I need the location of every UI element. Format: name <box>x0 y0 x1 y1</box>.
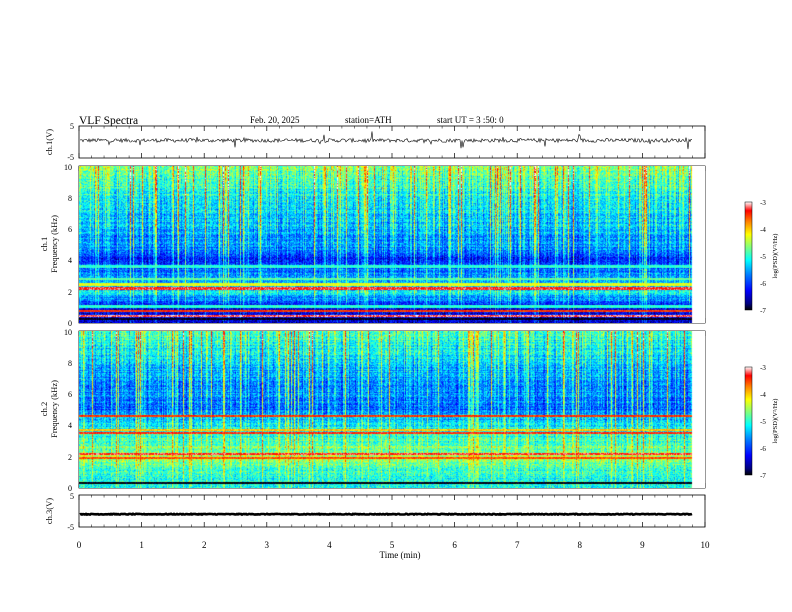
ch2-cbar-tick-m5: -5 <box>760 418 766 426</box>
ch2-colorbar <box>744 366 753 476</box>
ch3-waveform-trace <box>79 512 693 517</box>
x-tick-label: 3 <box>265 540 270 550</box>
ch1-ytick-0: 0 <box>68 319 72 328</box>
ch2-spectrogram-ylabel-channel: ch.2 <box>39 402 49 416</box>
x-tick-label: 2 <box>202 540 207 550</box>
ch1-cbar-tick-m7: -7 <box>760 307 766 315</box>
ch2-ytick-0: 0 <box>68 484 72 493</box>
ch1-ytick-8: 8 <box>68 194 72 203</box>
start-time-label: start UT = 3 :50: 0 <box>437 115 504 125</box>
ch1-waveform-ylabel: ch.1(V) <box>44 129 54 155</box>
ch1-cbar-tick-m4: -4 <box>760 226 766 234</box>
ch1-spectrogram-yticks: 0 2 4 6 8 10 <box>64 163 72 328</box>
ch1-ytick-10: 10 <box>64 163 72 172</box>
ch1-cbar-tick-m3: -3 <box>760 199 766 207</box>
ch3-waveform-panel: 5 -5 ch.3(V) <box>44 492 706 532</box>
station-label: station=ATH <box>345 115 392 125</box>
ch2-spectrogram-image <box>79 331 705 488</box>
x-tick-label: 8 <box>578 540 583 550</box>
ch1-waveform-trace <box>79 131 692 150</box>
ch2-cbar-tick-m3: -3 <box>760 364 766 372</box>
ch2-spectrogram-ylabel-frequency: Frequency (kHz) <box>49 380 59 438</box>
x-tick-label: 1 <box>139 540 144 550</box>
ch3-waveform-ylabel: ch.3(V) <box>44 498 54 524</box>
ch2-ytick-2: 2 <box>68 453 72 462</box>
x-tick-label: 6 <box>452 540 457 550</box>
ch2-cbar-tick-m7: -7 <box>760 472 766 480</box>
x-tick-label: 9 <box>640 540 645 550</box>
x-tick-label: 10 <box>701 540 711 550</box>
ch1-colorbar <box>744 201 753 311</box>
ch3-ytick-bottom: -5 <box>67 523 74 532</box>
ch1-spectrogram-ylabel-channel: ch.1 <box>39 237 49 251</box>
ch1-waveform-panel: 5 -5 ch.1(V) <box>44 122 706 162</box>
ch3-ytick-top: 5 <box>70 492 74 501</box>
ch2-colorbar-label: log(PSD)(V²/Hz) <box>772 399 779 444</box>
x-tick-label: 0 <box>77 540 82 550</box>
ch1-spectrogram-ylabel-frequency: Frequency (kHz) <box>49 215 59 273</box>
ch2-cbar-tick-m4: -4 <box>760 391 766 399</box>
ch2-ytick-6: 6 <box>68 390 72 399</box>
ch1-ytick-bottom: -5 <box>67 153 74 162</box>
ch1-colorbar-label: log(PSD)(V²/Hz) <box>772 234 779 279</box>
x-tick-label: 4 <box>327 540 332 550</box>
ch2-spectrogram-yticks: 0 2 4 6 8 10 <box>64 328 72 493</box>
ch1-ytick-4: 4 <box>68 256 72 265</box>
ch1-spectrogram-image <box>79 166 705 323</box>
x-tick-label: 7 <box>515 540 520 550</box>
ch2-ytick-8: 8 <box>68 359 72 368</box>
ch2-cbar-tick-m6: -6 <box>760 445 766 453</box>
ch1-cbar-tick-m6: -6 <box>760 280 766 288</box>
x-tick-label: 5 <box>390 540 395 550</box>
ch1-cbar-tick-m5: -5 <box>760 253 766 261</box>
ch1-ytick-6: 6 <box>68 225 72 234</box>
ch2-ytick-10: 10 <box>64 328 72 337</box>
date-label: Feb. 20, 2025 <box>250 115 300 125</box>
figure-title: VLF Spectra <box>79 115 138 127</box>
ch2-ytick-4: 4 <box>68 421 72 430</box>
time-axis-label: Time (min) <box>380 550 421 560</box>
ch1-ytick-top: 5 <box>70 122 74 131</box>
ch1-ytick-2: 2 <box>68 288 72 297</box>
